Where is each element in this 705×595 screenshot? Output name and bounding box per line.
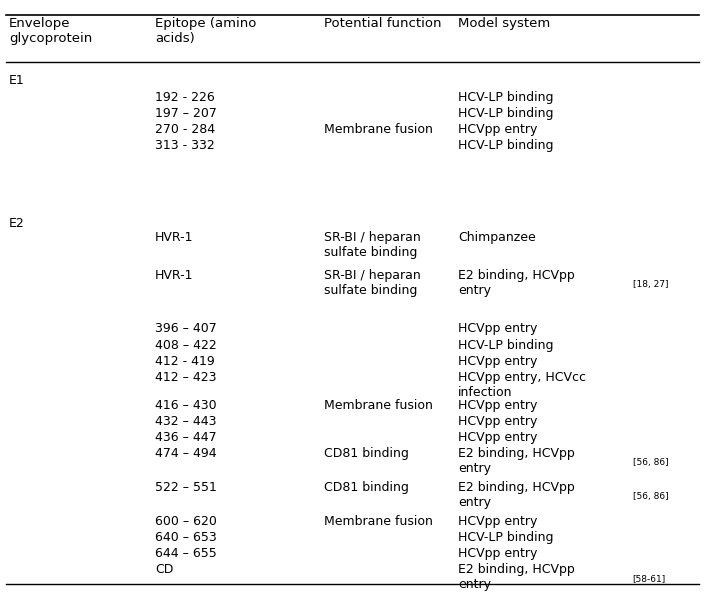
Text: 644 – 655: 644 – 655 — [155, 547, 217, 560]
Text: HVR-1: HVR-1 — [155, 269, 194, 282]
Text: CD: CD — [155, 563, 173, 576]
Text: CD81 binding: CD81 binding — [324, 481, 409, 494]
Text: Membrane fusion: Membrane fusion — [324, 123, 433, 136]
Text: HVR-1: HVR-1 — [155, 231, 194, 245]
Text: HCVpp entry: HCVpp entry — [458, 355, 538, 368]
Text: E2 binding, HCVpp
entry: E2 binding, HCVpp entry — [458, 563, 575, 591]
Text: E2 binding, HCVpp
entry: E2 binding, HCVpp entry — [458, 447, 575, 475]
Text: E1: E1 — [9, 74, 25, 87]
Text: 522 – 551: 522 – 551 — [155, 481, 217, 494]
Text: 192 - 226: 192 - 226 — [155, 91, 215, 104]
Text: HCVpp entry, HCVcc
infection: HCVpp entry, HCVcc infection — [458, 371, 587, 399]
Text: HCVpp entry: HCVpp entry — [458, 515, 538, 528]
Text: Potential function: Potential function — [324, 17, 442, 30]
Text: E2: E2 — [9, 217, 25, 230]
Text: HCV-LP binding: HCV-LP binding — [458, 531, 553, 544]
Text: HCV-LP binding: HCV-LP binding — [458, 91, 553, 104]
Text: HCVpp entry: HCVpp entry — [458, 431, 538, 444]
Text: Model system: Model system — [458, 17, 551, 30]
Text: HCV-LP binding: HCV-LP binding — [458, 139, 553, 152]
Text: Chimpanzee: Chimpanzee — [458, 231, 536, 245]
Text: 270 - 284: 270 - 284 — [155, 123, 215, 136]
Text: HCVpp entry: HCVpp entry — [458, 399, 538, 412]
Text: HCVpp entry: HCVpp entry — [458, 322, 538, 336]
Text: 408 – 422: 408 – 422 — [155, 339, 217, 352]
Text: [56, 86]: [56, 86] — [633, 492, 668, 501]
Text: HCV-LP binding: HCV-LP binding — [458, 107, 553, 120]
Text: 412 - 419: 412 - 419 — [155, 355, 215, 368]
Text: 474 – 494: 474 – 494 — [155, 447, 216, 460]
Text: E2 binding, HCVpp
entry: E2 binding, HCVpp entry — [458, 269, 575, 297]
Text: Membrane fusion: Membrane fusion — [324, 399, 433, 412]
Text: 313 - 332: 313 - 332 — [155, 139, 215, 152]
Text: SR-BI / heparan
sulfate binding: SR-BI / heparan sulfate binding — [324, 269, 421, 297]
Text: E2 binding, HCVpp
entry: E2 binding, HCVpp entry — [458, 481, 575, 509]
Text: HCVpp entry: HCVpp entry — [458, 547, 538, 560]
Text: 416 – 430: 416 – 430 — [155, 399, 216, 412]
Text: HCVpp entry: HCVpp entry — [458, 415, 538, 428]
Text: Epitope (amino
acids): Epitope (amino acids) — [155, 17, 257, 45]
Text: Envelope
glycoprotein: Envelope glycoprotein — [9, 17, 92, 45]
Text: 396 – 407: 396 – 407 — [155, 322, 217, 336]
Text: 436 – 447: 436 – 447 — [155, 431, 216, 444]
Text: [56, 86]: [56, 86] — [633, 458, 668, 467]
Text: 600 – 620: 600 – 620 — [155, 515, 217, 528]
Text: HCVpp entry: HCVpp entry — [458, 123, 538, 136]
Text: 640 – 653: 640 – 653 — [155, 531, 217, 544]
Text: HCV-LP binding: HCV-LP binding — [458, 339, 553, 352]
Text: CD81 binding: CD81 binding — [324, 447, 409, 460]
Text: [58-61]: [58-61] — [633, 574, 666, 583]
Text: 412 – 423: 412 – 423 — [155, 371, 216, 384]
Text: SR-BI / heparan
sulfate binding: SR-BI / heparan sulfate binding — [324, 231, 421, 259]
Text: Membrane fusion: Membrane fusion — [324, 515, 433, 528]
Text: 432 – 443: 432 – 443 — [155, 415, 216, 428]
Text: 197 – 207: 197 – 207 — [155, 107, 217, 120]
Text: [18, 27]: [18, 27] — [633, 280, 668, 289]
